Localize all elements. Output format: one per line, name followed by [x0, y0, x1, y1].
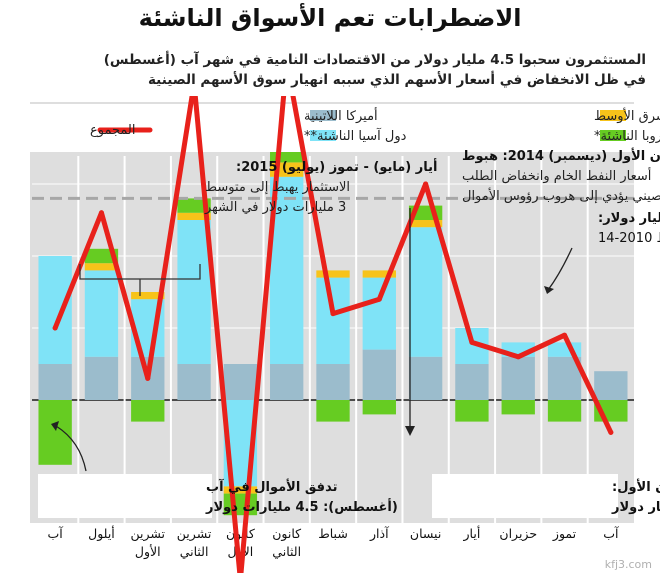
- bar-africa-me: [131, 292, 165, 300]
- bar-em-asia: [408, 227, 443, 357]
- annotation-may-jul-line2: 3 مليارات دولار في الشهر: [204, 200, 346, 215]
- annotation-decflow-box: [432, 474, 618, 518]
- bar-em-europe: [547, 400, 582, 422]
- bar-em-asia: [316, 277, 350, 364]
- bar-em-europe: [131, 400, 165, 422]
- total-point: [98, 210, 104, 216]
- bar-em-europe: [38, 400, 72, 465]
- bar-africa-me: [84, 263, 119, 271]
- bars: [38, 148, 628, 516]
- bar-africa-me: [408, 220, 443, 228]
- bar-latam: [84, 356, 119, 400]
- annotation-avg-line1: 22 مليار دولار:: [598, 211, 660, 226]
- bar-latam: [408, 356, 443, 400]
- x-tick-label: تموز: [552, 526, 577, 542]
- annotation-decflow-line2: 17 مليار دولار: [611, 500, 660, 515]
- bar-em-europe: [455, 400, 489, 422]
- watermark: kfj3.com: [604, 558, 652, 571]
- total-point: [145, 375, 151, 381]
- annotation-avg-line2: متوسط 2010-14: [598, 231, 660, 246]
- x-tick-label: شباط: [318, 526, 348, 541]
- total-point: [562, 332, 568, 338]
- annotation-avg-arrowhead: [544, 286, 554, 294]
- bar-em-europe: [316, 400, 350, 422]
- annotation-dec-line1: أسعار النفط الخام وانخفاض الطلب: [462, 167, 651, 184]
- bar-em-europe: [362, 400, 396, 415]
- bar-africa-me: [316, 270, 350, 278]
- legend-label-total: المجموع: [90, 123, 135, 138]
- x-tick-label: كانون: [226, 526, 255, 542]
- bar-latam: [177, 364, 211, 400]
- bar-latam: [362, 349, 396, 400]
- x-tick-label: نيسان: [410, 526, 441, 541]
- bar-latam: [38, 364, 72, 400]
- x-tick-label-line2: الأول: [135, 544, 161, 560]
- legend-swatch-asia: [310, 130, 336, 141]
- total-point: [515, 354, 521, 360]
- x-tick-label: حزيران: [499, 526, 537, 542]
- legend-swatch-africa: [600, 110, 626, 121]
- annotation-decflow-line1: تدفق الأموال في كانون الأول:: [612, 478, 660, 495]
- total-point: [52, 325, 58, 331]
- bar-em-asia: [84, 270, 119, 357]
- subtitle-line-2: في ظل الانخفاض في أسعار الأسهم الذي سببه…: [148, 72, 646, 88]
- bar-latam: [316, 364, 350, 400]
- legend-label-asia: دول آسيا الناشئة**: [304, 127, 407, 144]
- total-point: [330, 311, 336, 317]
- total-point: [608, 429, 614, 435]
- chart: آب تموز حزيران أيار نيسان آذار شباط كانون الثاني…: [0, 96, 660, 573]
- annotation-may-jul-bracket: [79, 264, 201, 296]
- bar-latam: [594, 371, 628, 400]
- subtitle-line-1: المستثمرون سحبوا 4.5 مليار دولار من الاق…: [103, 52, 646, 68]
- bar-em-europe: [84, 248, 119, 264]
- x-tick-label-line2: الثاني: [180, 544, 209, 559]
- total-point: [423, 181, 429, 187]
- x-tick-label: تشرين: [177, 526, 212, 542]
- annotation-aug-line1: تدفق الأموال في آب: [206, 478, 337, 495]
- bar-em-asia: [38, 256, 72, 364]
- annotation-may-jul-line1: الاستثمار يهبط إلى متوسط: [205, 180, 350, 195]
- page-title: الاضطرابات تعم الأسواق الناشئة: [138, 4, 522, 32]
- bar-africa-me: [177, 212, 211, 220]
- bar-em-asia: [362, 277, 396, 350]
- legend-swatch-latam: [310, 110, 336, 121]
- x-axis-labels: آب تموز حزيران أيار نيسان آذار شباط كانون الثاني…: [48, 525, 619, 560]
- total-point: [376, 296, 382, 302]
- annotation-aug-line2: (أغسطس): 4.5 مليارات دولار: [205, 498, 398, 515]
- legend-label-latam: أميركا اللاتينية: [304, 107, 378, 124]
- subtitle: المستثمرون سحبوا 4.5 مليار دولار من الاق…: [14, 50, 646, 90]
- annotation-dec-title: كانون الأول (ديسمبر) 2014: هبوط: [462, 147, 660, 164]
- total-point: [469, 339, 475, 345]
- bar-em-europe: [177, 198, 211, 213]
- x-tick-label: تشرين: [131, 526, 166, 542]
- annotation-aug-arrow: [55, 425, 87, 472]
- legend-label-africa: أفريقيا والشرق الأوسط: [594, 107, 660, 124]
- bar-latam: [501, 356, 535, 400]
- legend-swatch-europe: [600, 130, 626, 141]
- bar-latam: [223, 364, 258, 400]
- annotation-dec-line2: الصيني يؤدي إلى هروب رؤوس الأموال: [462, 187, 660, 204]
- annotation-avg-arrow: [547, 247, 573, 291]
- bar-em-europe: [501, 400, 535, 415]
- total-points: [52, 181, 614, 435]
- bar-em-asia: [177, 220, 211, 364]
- bar-latam: [455, 364, 489, 400]
- legend-label-europe: دول أوروبا الناشئة*: [594, 127, 660, 144]
- x-tick-label: أيار: [463, 525, 481, 542]
- x-tick-label: آذار: [369, 526, 389, 542]
- bar-africa-me: [223, 486, 258, 494]
- x-tick-label-line2: الثاني: [272, 544, 301, 559]
- annotation-dec-arrowhead: [405, 426, 415, 436]
- annotation-aug-arrowhead: [51, 421, 59, 431]
- bar-africa-me: [362, 270, 396, 278]
- bar-latam: [270, 364, 304, 400]
- annotation-may-jul-title: أيار (مايو) - تموز (يوليو) 2015:: [236, 158, 437, 175]
- x-tick-label: كانون: [272, 526, 301, 542]
- x-tick-label: آب: [48, 526, 64, 541]
- x-tick-label: آب: [603, 526, 619, 541]
- annotation-aug-box: [38, 474, 212, 518]
- x-tick-label: أيلول: [88, 525, 115, 542]
